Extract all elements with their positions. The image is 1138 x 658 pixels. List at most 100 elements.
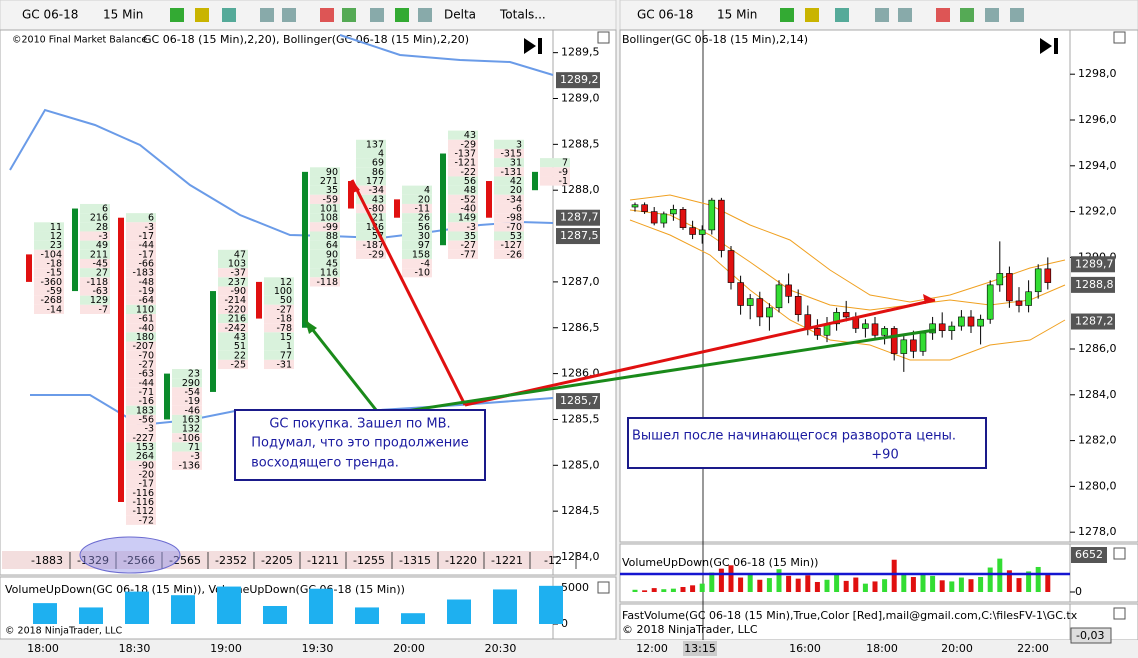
candle-body [948, 325, 956, 331]
f-button[interactable] [1113, 607, 1126, 620]
footprint-value: -19 [184, 396, 200, 407]
footprint-cell [264, 332, 294, 342]
icon[interactable] [835, 8, 849, 22]
candle-body [785, 284, 792, 297]
interval-button[interactable]: 15 Min [717, 8, 757, 22]
x-tick-label: 18:30 [119, 642, 151, 655]
candle-body [881, 328, 888, 336]
footprint-value: 56 [418, 222, 430, 233]
icon[interactable] [260, 8, 274, 22]
footprint-value: -131 [500, 167, 522, 178]
f-button[interactable] [1113, 31, 1126, 44]
annotation-text: GC покупка. Зашел по МВ. [269, 417, 450, 432]
footprint-cell [402, 213, 432, 223]
footprint-cell [494, 139, 524, 149]
icon[interactable] [418, 8, 432, 22]
y-tick-label: 1284,0 [561, 550, 600, 563]
footprint-cell [264, 313, 294, 324]
footprint-cell [126, 258, 156, 269]
footprint-value: -17 [138, 249, 154, 260]
f-button[interactable] [597, 581, 610, 594]
volume-bar [795, 578, 801, 592]
icon[interactable] [985, 8, 999, 22]
volume-bar [1045, 573, 1051, 592]
symbol-button[interactable]: GC 06-18 [22, 8, 78, 22]
delta-value: -1883 [31, 554, 63, 567]
volume-bar [997, 558, 1003, 592]
footprint-cell [80, 213, 110, 223]
icon[interactable] [780, 8, 794, 22]
footprint-value: 56 [464, 176, 476, 187]
icon[interactable] [195, 8, 209, 22]
footprint-value: -136 [178, 460, 200, 471]
y-tick-label: 1280,0 [1078, 479, 1117, 492]
price-bar [72, 208, 78, 292]
price-bar [210, 291, 216, 392]
footprint-cell [356, 167, 386, 177]
totals-button[interactable]: Totals... [499, 8, 546, 22]
icon[interactable] [222, 8, 236, 22]
icon[interactable] [1010, 8, 1024, 22]
volume-bar [1016, 578, 1022, 592]
footprint-value: 6 [102, 204, 108, 215]
y-tick-label: 1289,5 [561, 46, 600, 59]
footprint-value: 35 [326, 185, 338, 196]
volume-header: VolumeUpDown(GC 06-18 (15 Min)), VolumeU… [5, 583, 405, 596]
volume-bar [355, 607, 379, 624]
footprint-value: 53 [510, 231, 522, 242]
volume-bar [949, 581, 955, 592]
footprint-value: 42 [510, 176, 522, 187]
delta-button[interactable]: Delta [444, 8, 476, 22]
interval-button[interactable]: 15 Min [103, 8, 143, 22]
icon[interactable] [875, 8, 889, 22]
icon[interactable] [960, 8, 974, 22]
footprint-cell [126, 414, 156, 425]
icon[interactable] [170, 8, 184, 22]
volume-bar [757, 579, 763, 592]
footprint-value: -3 [191, 451, 200, 462]
volume-bar [217, 586, 241, 624]
footprint-value: -116 [132, 497, 154, 508]
footprint-cell [356, 148, 386, 159]
icon[interactable] [395, 8, 409, 22]
icon[interactable] [898, 8, 912, 22]
f-button[interactable] [1113, 547, 1126, 560]
icon[interactable] [342, 8, 356, 22]
footprint-cell [264, 304, 294, 314]
footprint-cell [540, 176, 570, 186]
candle-body [842, 312, 850, 318]
candle-body [814, 328, 821, 336]
footprint-cell [310, 268, 340, 278]
footprint-cell [34, 222, 64, 232]
symbol-button[interactable]: GC 06-18 [637, 8, 693, 22]
footprint-cell [218, 304, 248, 314]
icon[interactable] [805, 8, 819, 22]
candle-body [718, 199, 725, 251]
play-icon[interactable] [524, 38, 542, 54]
footprint-value: -44 [138, 240, 154, 251]
footprint-value: 43 [464, 130, 476, 141]
footprint-value: -59 [46, 286, 62, 297]
y-tick-label: 1284,0 [1078, 388, 1117, 401]
footprint-value: -11 [414, 204, 430, 215]
icon[interactable] [936, 8, 950, 22]
footprint-value: 3 [516, 139, 522, 150]
footprint-value: 47 [234, 249, 246, 260]
icon[interactable] [320, 8, 334, 22]
price-label: 1289,7 [1075, 257, 1114, 270]
play-icon[interactable] [1040, 38, 1058, 54]
arrow-head [350, 180, 360, 194]
icon[interactable] [370, 8, 384, 22]
f-button[interactable] [597, 31, 610, 44]
price-bar [532, 171, 538, 191]
footprint-value: -52 [460, 194, 476, 205]
footprint-cell [448, 130, 478, 140]
candle-body [1015, 300, 1023, 306]
icon[interactable] [282, 8, 296, 22]
footprint-value: 108 [320, 213, 338, 224]
indicator-header: Bollinger(GC 06-18 (15 Min),2,14) [622, 33, 808, 46]
volume-bar [709, 572, 715, 592]
footprint-cell [172, 424, 202, 434]
footprint-cell [448, 249, 478, 259]
